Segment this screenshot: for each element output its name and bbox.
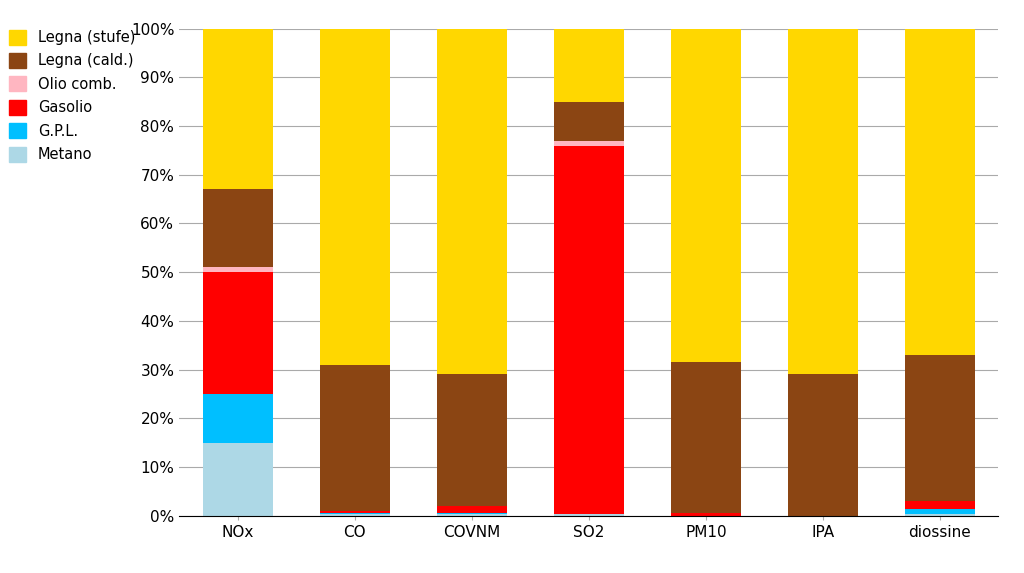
Bar [436,506,507,513]
Bar [203,29,272,189]
Bar [905,29,975,355]
Bar [671,513,741,516]
Bar [436,375,507,506]
Bar [319,29,390,364]
Bar [203,267,272,272]
Bar [554,29,624,102]
Bar [436,514,507,516]
Bar [319,511,390,513]
Bar [319,364,390,511]
Bar [905,509,975,514]
Bar [787,29,858,375]
Bar [436,29,507,375]
Bar [319,514,390,516]
Bar [203,442,272,516]
Bar [671,29,741,362]
Bar [554,102,624,140]
Bar [203,272,272,394]
Bar [554,146,624,514]
Bar [203,189,272,267]
Legend: Legna (stufe), Legna (cald.), Olio comb., Gasolio, G.P.L., Metano: Legna (stufe), Legna (cald.), Olio comb.… [3,23,141,168]
Bar [554,140,624,146]
Bar [436,513,507,514]
Bar [905,514,975,516]
Bar [319,513,390,514]
Bar [787,375,858,516]
Bar [671,362,741,513]
Bar [554,514,624,516]
Bar [905,355,975,501]
Bar [203,394,272,442]
Bar [905,501,975,509]
